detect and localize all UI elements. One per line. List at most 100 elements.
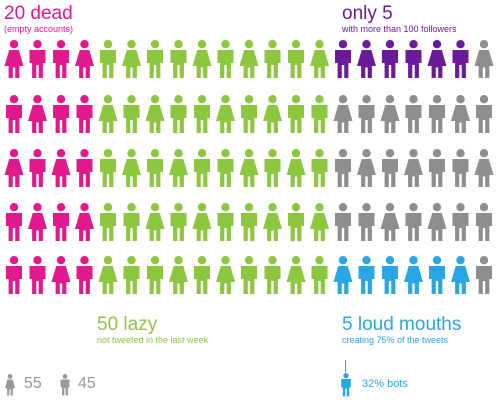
male-figure-icon: [147, 149, 163, 187]
female-figure-icon: [357, 149, 376, 187]
male-figure-icon: [241, 256, 257, 294]
female-figure-icon: [404, 149, 423, 187]
male-figure-icon: [358, 203, 375, 241]
male-figure-icon: [217, 40, 234, 78]
male-figure-icon: [241, 95, 257, 133]
loud-title: 5 loud mouths: [342, 314, 462, 335]
female-figure-icon: [239, 40, 259, 78]
bots-pointer-line: [345, 360, 346, 372]
male-figure-icon: [288, 95, 304, 133]
male-count: 45: [78, 375, 96, 392]
male-figure-icon: [217, 149, 234, 187]
male-figure-icon: [100, 149, 116, 187]
female-figure-icon: [474, 40, 494, 78]
male-figure-icon: [53, 203, 69, 241]
male-figure-icon: [358, 256, 375, 294]
female-figure-icon: [169, 256, 188, 294]
male-figure-icon: [170, 95, 187, 133]
male-figure-icon: [429, 256, 445, 294]
female-figure-icon: [263, 95, 282, 133]
female-legend-icon: [4, 374, 16, 396]
female-figure-icon: [451, 95, 470, 133]
male-figure-icon: [264, 256, 281, 294]
dead-label: 20 dead (empty accounts): [4, 4, 73, 35]
dead-subtitle: (empty accounts): [4, 24, 74, 34]
female-figure-icon: [239, 149, 259, 187]
male-figure-icon: [147, 256, 163, 294]
male-figure-icon: [123, 95, 140, 133]
female-figure-icon: [333, 256, 353, 294]
male-figure-icon: [288, 40, 304, 78]
female-figure-icon: [451, 256, 470, 294]
female-figure-icon: [427, 40, 447, 78]
female-figure-icon: [51, 149, 71, 187]
male-figure-icon: [405, 203, 422, 241]
male-figure-icon: [29, 256, 46, 294]
female-figure-icon: [145, 203, 165, 241]
female-figure-icon: [286, 256, 306, 294]
female-figure-icon: [4, 149, 24, 187]
female-figure-icon: [427, 203, 447, 241]
female-figure-icon: [357, 40, 376, 78]
male-figure-icon: [53, 95, 69, 133]
male-figure-icon: [405, 40, 422, 78]
female-figure-icon: [75, 40, 94, 78]
female-figure-icon: [474, 149, 494, 187]
gender-legend: 55 45: [4, 372, 114, 398]
bots-text: 32% bots: [362, 378, 408, 390]
male-figure-icon: [264, 40, 281, 78]
male-figure-icon: [76, 95, 93, 133]
loud-subtitle: creating 75% of the tweets: [342, 335, 449, 345]
male-figure-icon: [358, 95, 375, 133]
male-figure-icon: [29, 149, 46, 187]
male-figure-icon: [76, 149, 93, 187]
lazy-title: 50 lazy: [97, 314, 158, 335]
male-figure-icon: [452, 40, 469, 78]
male-figure-icon: [452, 203, 469, 241]
followers-label: only 5 with more than 100 followers: [342, 4, 457, 35]
female-figure-icon: [310, 40, 329, 78]
male-figure-icon: [100, 203, 116, 241]
female-figure-icon: [75, 203, 94, 241]
male-figure-icon: [29, 40, 46, 78]
female-figure-icon: [169, 149, 188, 187]
female-figure-icon: [122, 149, 141, 187]
male-figure-icon: [241, 203, 257, 241]
male-figure-icon: [217, 203, 234, 241]
male-figure-icon: [382, 149, 398, 187]
dead-title: 20 dead: [4, 3, 73, 24]
female-figure-icon: [310, 203, 329, 241]
male-figure-icon: [194, 149, 210, 187]
lazy-label: 50 lazy not tweeted in the last week: [97, 315, 208, 346]
male-figure-icon: [6, 203, 22, 241]
male-figure-icon: [170, 40, 187, 78]
male-figure-icon: [123, 256, 140, 294]
loud-label: 5 loud mouths creating 75% of the tweets: [342, 315, 461, 346]
male-figure-icon: [429, 149, 445, 187]
female-figure-icon: [216, 95, 235, 133]
male-figure-icon: [311, 95, 328, 133]
male-figure-icon: [6, 256, 22, 294]
female-figure-icon: [333, 95, 353, 133]
male-figure-icon: [335, 40, 351, 78]
female-figure-icon: [216, 256, 235, 294]
male-figure-icon: [147, 40, 163, 78]
male-figure-icon: [6, 95, 22, 133]
male-figure-icon: [170, 203, 187, 241]
female-figure-icon: [28, 203, 47, 241]
male-figure-icon: [382, 256, 398, 294]
male-figure-icon: [123, 203, 140, 241]
male-figure-icon: [194, 95, 210, 133]
female-figure-icon: [122, 40, 141, 78]
male-figure-icon: [311, 256, 328, 294]
female-figure-icon: [28, 95, 47, 133]
male-figure-icon: [476, 256, 492, 294]
female-figure-icon: [263, 203, 282, 241]
female-figure-icon: [192, 40, 212, 78]
female-figure-icon: [98, 95, 118, 133]
bots-note: 32% bots: [338, 360, 458, 402]
male-figure-icon: [405, 95, 422, 133]
female-figure-icon: [192, 203, 212, 241]
male-figure-icon: [311, 149, 328, 187]
